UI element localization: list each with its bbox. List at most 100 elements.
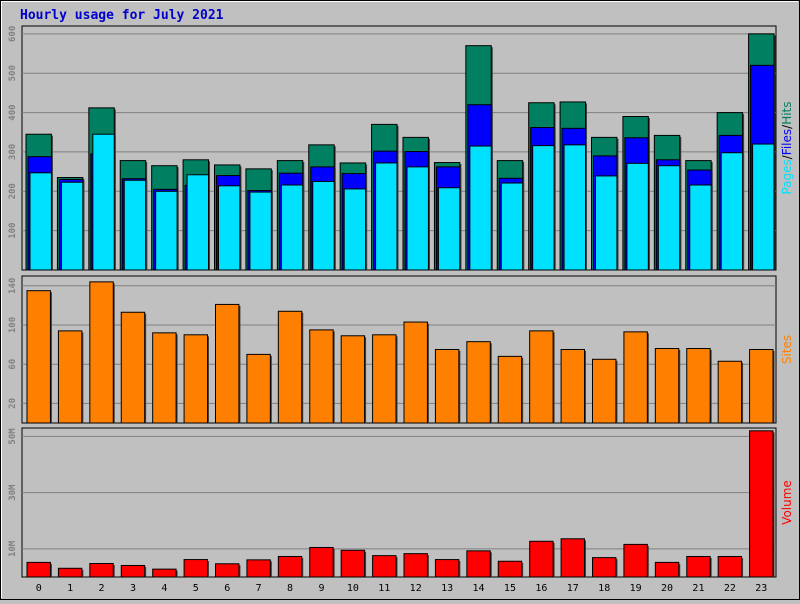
x-tick-label-4: 4 <box>161 583 167 594</box>
bar-sites-0 <box>26 290 51 424</box>
x-tick-label-1: 1 <box>67 583 73 594</box>
x-tick-label-9: 9 <box>318 583 324 594</box>
bar-pages-0 <box>29 172 52 271</box>
bar-sites-12 <box>403 321 428 424</box>
panel-frame <box>21 427 777 578</box>
bar-sites-4 <box>152 332 177 424</box>
bar-pages-5 <box>186 174 209 271</box>
y-axis-label-sites: Sites <box>780 335 794 364</box>
x-axis: 0 1 2 3 4 5 6 7 8 9 10 11 12 13 14 15 16 17 18 19 20 21 22 23 <box>36 583 768 594</box>
x-tick-label-13: 13 <box>441 583 453 594</box>
bar-sites-13 <box>434 349 460 424</box>
x-tick-label-11: 11 <box>378 583 390 594</box>
x-tick-label-21: 21 <box>692 583 704 594</box>
bar-volume-0 <box>26 561 51 578</box>
bar-volume-18 <box>592 557 617 578</box>
panel-frame <box>21 275 777 424</box>
y-axis-label-part: Volume <box>780 480 794 525</box>
y-axis-label-part: / <box>780 154 794 159</box>
y-tick-label: 400 <box>8 104 18 120</box>
x-tick-label-20: 20 <box>661 583 673 594</box>
bar-pages-3 <box>123 179 147 271</box>
bar-volume-17 <box>560 538 585 578</box>
y-tick-label: 20 <box>8 398 18 409</box>
bar-sites-19 <box>623 331 648 424</box>
bar-pages-8 <box>280 184 304 271</box>
x-tick-label-19: 19 <box>630 583 642 594</box>
bar-volume-16 <box>529 540 554 578</box>
x-tick-label-23: 23 <box>755 583 767 594</box>
x-tick-label-12: 12 <box>410 583 422 594</box>
bar-volume-8 <box>277 555 303 578</box>
chart-panels: 100200300400500600Pages/Files/Hits206010… <box>8 25 794 578</box>
y-tick-label: 60 <box>8 359 18 370</box>
bar-pages-21 <box>689 184 712 271</box>
x-tick-label-8: 8 <box>287 583 293 594</box>
bar-volume-20 <box>654 561 680 578</box>
panel-volume: 10M 30M 50M Volume <box>8 427 794 578</box>
bar-sites-10 <box>340 335 366 424</box>
y-axis-label-part: Files <box>780 129 794 155</box>
bar-sites-5 <box>183 334 208 424</box>
bar-pages-17 <box>563 144 586 271</box>
x-tick-label-18: 18 <box>598 583 610 594</box>
bar-pages-1 <box>60 181 84 271</box>
x-tick-label-6: 6 <box>224 583 230 594</box>
y-tick-label: 500 <box>8 65 18 81</box>
bar-volume-7 <box>246 559 271 578</box>
y-axis-label-part: Pages <box>780 159 794 194</box>
bar-sites-23 <box>749 349 774 424</box>
bar-volume-9 <box>309 546 334 578</box>
bar-volume-12 <box>403 553 428 578</box>
x-tick-label-16: 16 <box>535 583 547 594</box>
chart-title: Hourly usage for July 2021 <box>20 8 224 23</box>
x-tick-label-10: 10 <box>347 583 359 594</box>
bar-volume-3 <box>120 564 146 578</box>
bar-volume-21 <box>686 555 711 578</box>
bar-sites-3 <box>120 311 146 424</box>
bar-pages-20 <box>657 165 681 271</box>
bar-volume-22 <box>717 555 743 578</box>
x-tick-label-15: 15 <box>504 583 516 594</box>
bar-sites-9 <box>309 329 334 424</box>
bar-pages-23 <box>752 143 775 271</box>
bar-pages-18 <box>595 175 618 271</box>
bar-pages-14 <box>469 145 492 271</box>
bar-sites-6 <box>215 303 240 424</box>
bar-sites-16 <box>529 330 554 424</box>
y-tick-label: 200 <box>8 183 18 199</box>
bar-pages-16 <box>532 145 555 271</box>
bar-sites-8 <box>277 310 303 424</box>
bar-volume-15 <box>497 560 523 578</box>
bar-volume-19 <box>623 543 648 578</box>
bar-volume-5 <box>183 559 208 578</box>
x-tick-label-0: 0 <box>36 583 42 594</box>
panel-frame <box>21 25 777 271</box>
bar-volume-23 <box>749 430 774 578</box>
x-tick-label-14: 14 <box>473 583 485 594</box>
bar-pages-19 <box>626 162 649 271</box>
bar-pages-4 <box>155 190 178 271</box>
x-tick-label-17: 17 <box>567 583 579 594</box>
bar-pages-11 <box>375 162 398 271</box>
bar-volume-13 <box>434 559 460 578</box>
bar-pages-7 <box>249 191 272 271</box>
bar-volume-6 <box>215 563 240 578</box>
bar-sites-21 <box>686 348 711 424</box>
bar-sites-14 <box>466 341 491 424</box>
bar-pages-15 <box>500 182 524 271</box>
y-tick-label: 600 <box>8 26 18 42</box>
x-tick-label-7: 7 <box>256 583 262 594</box>
bar-volume-1 <box>57 567 83 578</box>
bar-sites-11 <box>372 334 397 424</box>
bar-sites-15 <box>497 355 523 424</box>
bar-sites-1 <box>57 330 83 424</box>
y-axis-label-part: Sites <box>780 335 794 364</box>
bar-pages-2 <box>92 133 115 271</box>
y-tick-label: 50M <box>8 428 18 445</box>
bar-pages-13 <box>437 187 461 271</box>
y-tick-label: 140 <box>8 278 18 294</box>
bar-sites-20 <box>654 348 680 424</box>
y-axis-label-part: Hits <box>780 101 794 124</box>
